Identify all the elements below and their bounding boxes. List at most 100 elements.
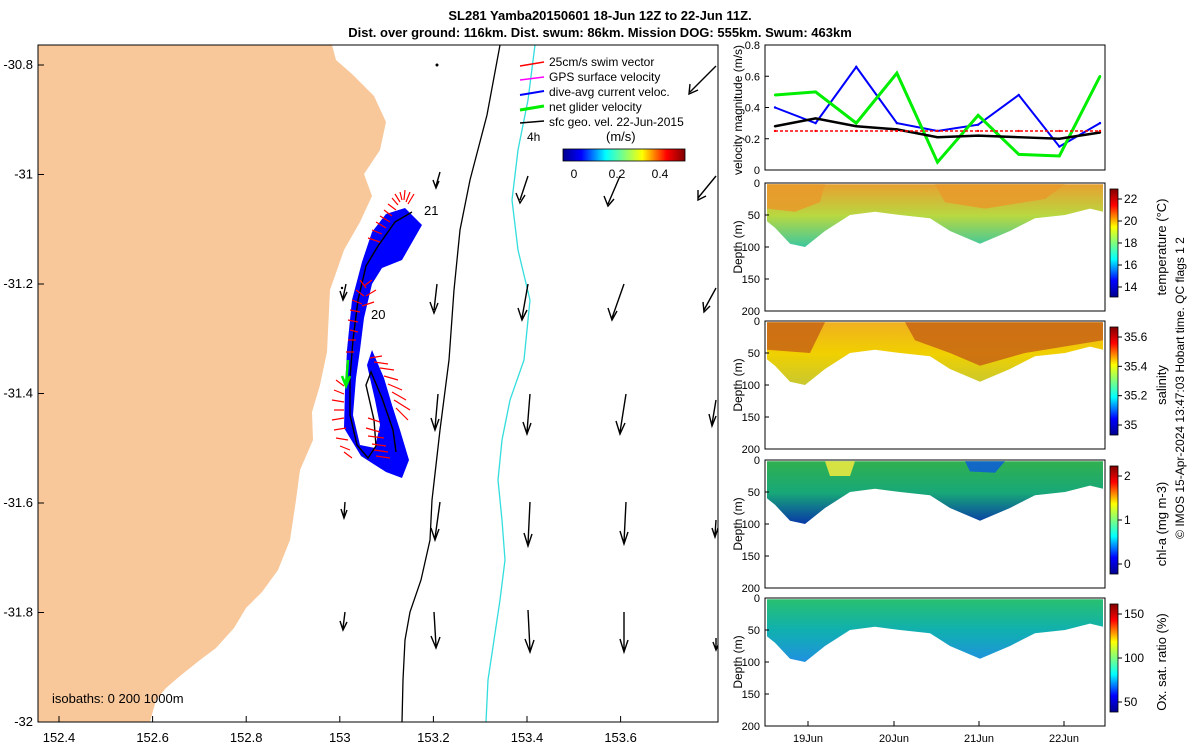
isobath-1000 — [485, 45, 536, 722]
colorbar-tick-label: 35 — [1124, 418, 1138, 432]
colorbar-tick-label: 150 — [1124, 607, 1144, 621]
map-colorbar-label: (m/s) — [606, 129, 636, 144]
map-axes: 152.4 152.6 152.8 153 153.2 153.4 153.6 -30.8 -… — [3, 57, 637, 745]
velocity-point — [1058, 129, 1061, 133]
credit-text: © IMOS 15-Apr-2024 13:47:03 Hobart time.… — [1173, 237, 1187, 539]
depth-tick-label: 200 — [742, 444, 760, 456]
velocity-point — [895, 121, 899, 125]
section-panel: 0 50 100 150 200 Depth (m) 22 20 18 16 14 temperatu… — [731, 178, 1169, 318]
map-ytick-label: -31 — [14, 167, 33, 182]
depth-tick-label: 50 — [748, 487, 760, 499]
map-xtick-label: 152.4 — [43, 730, 76, 745]
map-xtick-label: 152.6 — [136, 730, 169, 745]
velocity-point — [1098, 129, 1102, 133]
depth-tick-label: 50 — [748, 210, 760, 222]
map-colorbar: (m/s) 0 0.2 0.4 — [562, 129, 686, 181]
coastline-land — [38, 45, 386, 722]
velocity-point — [1017, 93, 1020, 97]
velocity-point — [976, 129, 980, 133]
legend-swim: 25cm/s swim vector — [549, 55, 654, 69]
velocity-point — [936, 160, 939, 164]
colorbar-tick-label: 2 — [1124, 469, 1131, 483]
title-line-2: Dist. over ground: 116km. Dist. swum: 86… — [348, 25, 852, 40]
colorbar-tick-label: 20 — [1124, 214, 1138, 228]
section-ylabel: Depth (m) — [731, 635, 745, 688]
isobaths-label: isobaths: 0 200 1000m — [52, 691, 184, 706]
depth-tick-label: 0 — [754, 455, 760, 467]
day-label-20: 20 — [371, 307, 385, 322]
map-xtick-label: 152.8 — [230, 730, 263, 745]
section-panel: 0 50 100 150 200 Depth (m) 35.6 35.4 35.2 35 salin… — [731, 316, 1169, 456]
colorbar-tick-label: 50 — [1124, 695, 1138, 709]
depth-tick-label: 100 — [742, 242, 760, 254]
map-ytick-label: -31.2 — [3, 276, 33, 291]
time-tick-label: 19Jun — [793, 733, 823, 745]
section-field — [767, 599, 1103, 662]
section-colorbar — [1109, 465, 1119, 575]
colorbar-label: Ox. sat. ratio (%) — [1154, 613, 1169, 711]
velocity-ytick-label: 0.4 — [745, 103, 760, 115]
depth-tick-label: 0 — [754, 316, 760, 328]
velocity-point — [976, 134, 980, 137]
depth-tick-label: 200 — [742, 721, 760, 733]
glider-track — [344, 208, 422, 478]
isobath-200 — [401, 45, 501, 722]
legend-geo: sfc geo. vel. 22-Jun-2015 — [549, 115, 684, 129]
section-field — [767, 461, 1103, 524]
day-label-21: 21 — [424, 203, 438, 218]
map-ytick-label: -32 — [14, 714, 33, 729]
colorbar-tick-label: 1 — [1124, 513, 1131, 527]
colorbar-label: chl-a (mg m-3) — [1154, 482, 1169, 567]
velocity-panel: 0 0.2 0.4 0.6 0.8 velocity magnitude (m/s) — [731, 40, 1106, 177]
velocity-point — [1098, 121, 1102, 125]
section-ylabel: Depth (m) — [731, 497, 745, 550]
map-legend: 25cm/s swim vector GPS surface velocity … — [519, 55, 684, 144]
map-xtick-label: 153.6 — [604, 730, 637, 745]
velocity-point — [1098, 75, 1102, 78]
depth-tick-label: 0 — [754, 178, 760, 190]
velocity-point — [976, 123, 980, 126]
colorbar-tick-label: 14 — [1124, 280, 1138, 294]
velocity-point — [773, 106, 777, 109]
section-panel: 0 50 100 150 200 Depth (m) 2 1 0 chl-a (mg m-3) — [731, 455, 1169, 595]
section-ylabel: Depth (m) — [731, 358, 745, 411]
time-tick-label: 20Jun — [879, 733, 909, 745]
map-ytick-label: -31.4 — [3, 386, 33, 401]
velocity-point — [814, 129, 817, 133]
velocity-point — [773, 93, 777, 97]
depth-tick-label: 100 — [742, 657, 760, 669]
velocity-point — [814, 90, 817, 94]
depth-tick-label: 100 — [742, 380, 760, 392]
colorbar-label: temperature (°C) — [1154, 199, 1169, 296]
velocity-ytick-label: 0.2 — [745, 134, 760, 146]
colorbar-tick-label: 22 — [1124, 192, 1138, 206]
velocity-point — [814, 117, 817, 120]
legend-net: net glider velocity — [549, 100, 642, 114]
velocity-point — [1058, 154, 1061, 158]
colorbar-label: salinity — [1154, 365, 1169, 405]
colorbar-tick-label: 35.2 — [1124, 389, 1148, 403]
swim-vectors — [331, 189, 415, 459]
svg-text:0.2: 0.2 — [609, 167, 626, 181]
depth-tick-label: 150 — [742, 274, 760, 286]
map-xtick-label: 153 — [329, 730, 351, 745]
depth-tick-label: 50 — [748, 348, 760, 360]
velocity-point — [1058, 145, 1061, 148]
velocity-point — [1017, 153, 1020, 156]
velocity-ylabel: velocity magnitude (m/s) — [731, 45, 745, 175]
svg-text:0: 0 — [571, 167, 578, 181]
time-tick-label: 21Jun — [964, 733, 994, 745]
section-colorbar — [1109, 188, 1119, 298]
colorbar-tick-label: 18 — [1124, 236, 1138, 250]
section-colorbar — [1109, 603, 1119, 713]
svg-text:0.4: 0.4 — [652, 167, 669, 181]
velocity-ytick-label: 0 — [754, 165, 760, 177]
colorbar-tick-label: 35.6 — [1124, 330, 1148, 344]
section-ylabel: Depth (m) — [731, 220, 745, 273]
depth-tick-label: 100 — [742, 519, 760, 531]
colorbar-tick-label: 100 — [1124, 651, 1144, 665]
velocity-point — [936, 129, 939, 133]
